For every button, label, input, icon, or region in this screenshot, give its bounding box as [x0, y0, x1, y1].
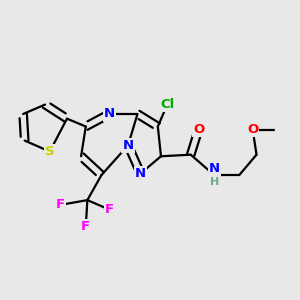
Text: S: S	[45, 145, 55, 158]
Text: F: F	[81, 220, 90, 233]
Text: N: N	[135, 167, 146, 180]
Text: F: F	[105, 203, 114, 216]
Text: Cl: Cl	[160, 98, 174, 111]
Text: O: O	[247, 123, 258, 136]
Text: F: F	[56, 198, 65, 211]
Text: N: N	[104, 107, 115, 121]
Text: N: N	[122, 139, 134, 152]
Text: N: N	[209, 162, 220, 175]
Text: H: H	[210, 177, 219, 187]
Text: O: O	[193, 123, 204, 136]
